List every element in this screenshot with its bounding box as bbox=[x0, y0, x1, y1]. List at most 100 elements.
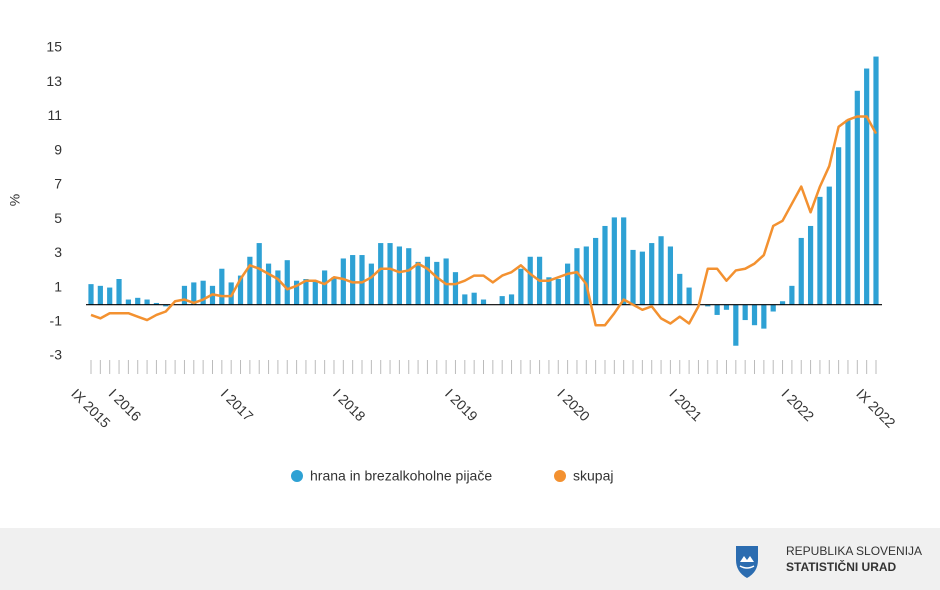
footer-line1: REPUBLIKA SLOVENIJA bbox=[786, 544, 922, 558]
bar bbox=[359, 255, 365, 305]
legend-marker bbox=[291, 470, 303, 482]
x-tick-label: I 2019 bbox=[442, 385, 481, 424]
bar bbox=[639, 251, 645, 305]
bar bbox=[396, 246, 402, 305]
bar bbox=[714, 304, 720, 315]
x-tick-label: I 2020 bbox=[554, 385, 593, 424]
bar bbox=[630, 249, 636, 305]
y-tick-label: 5 bbox=[54, 210, 62, 226]
bar bbox=[593, 237, 599, 305]
bar bbox=[798, 237, 804, 305]
legend-label: skupaj bbox=[573, 468, 613, 484]
bar bbox=[275, 270, 281, 305]
y-tick-label: 13 bbox=[46, 73, 62, 89]
bar bbox=[565, 263, 571, 305]
bar bbox=[303, 279, 309, 305]
bar bbox=[144, 299, 150, 305]
bar bbox=[471, 292, 477, 305]
bar bbox=[518, 268, 524, 305]
bar bbox=[480, 299, 487, 305]
bar bbox=[107, 287, 113, 305]
x-tick-label: IX 2022 bbox=[853, 385, 899, 431]
bar bbox=[462, 294, 468, 305]
bar bbox=[583, 246, 589, 305]
y-tick-label: 1 bbox=[54, 278, 62, 294]
line bbox=[90, 115, 878, 327]
bar bbox=[378, 243, 384, 305]
bar bbox=[686, 287, 692, 305]
bar bbox=[322, 270, 328, 305]
bar bbox=[555, 279, 561, 305]
bar bbox=[836, 147, 842, 305]
bar bbox=[247, 256, 253, 305]
bar bbox=[779, 301, 786, 305]
bar bbox=[368, 263, 374, 305]
x-tick-label: IX 2015 bbox=[68, 385, 114, 431]
legend-marker bbox=[554, 470, 566, 482]
bar bbox=[237, 275, 244, 305]
bar bbox=[284, 260, 290, 305]
bar bbox=[331, 277, 337, 305]
bar bbox=[200, 280, 206, 305]
bar bbox=[153, 302, 160, 305]
bar bbox=[705, 304, 711, 307]
bar bbox=[181, 285, 188, 305]
bar bbox=[873, 56, 879, 305]
bar bbox=[293, 280, 300, 305]
bar bbox=[163, 304, 169, 307]
bar bbox=[219, 268, 225, 305]
bar bbox=[667, 246, 674, 305]
y-axis-label: % bbox=[7, 194, 23, 206]
bar bbox=[116, 279, 122, 305]
bar bbox=[602, 225, 608, 305]
x-tick-label: I 2022 bbox=[778, 385, 817, 424]
bar bbox=[546, 277, 552, 305]
bar bbox=[350, 255, 356, 305]
bar bbox=[452, 272, 459, 305]
bar bbox=[723, 304, 730, 310]
bar bbox=[340, 258, 346, 305]
y-tick-label: 3 bbox=[54, 244, 62, 260]
bar bbox=[312, 280, 318, 305]
bar bbox=[97, 285, 103, 305]
y-tick-label: 11 bbox=[47, 107, 62, 123]
bar bbox=[125, 299, 131, 305]
footer-line2: STATISTIČNI URAD bbox=[786, 559, 897, 574]
bar bbox=[761, 304, 767, 329]
x-tick-label: I 2018 bbox=[330, 385, 369, 424]
bar bbox=[817, 196, 823, 305]
bar bbox=[677, 273, 683, 305]
bar bbox=[88, 284, 94, 305]
bar bbox=[611, 217, 617, 305]
legend-label: hrana in brezalkoholne pijače bbox=[310, 468, 492, 484]
bar bbox=[733, 304, 739, 346]
bar bbox=[256, 243, 262, 305]
bar bbox=[434, 261, 440, 305]
footer-band bbox=[0, 528, 940, 590]
y-tick-label: -3 bbox=[50, 347, 63, 363]
bar bbox=[415, 261, 421, 305]
bar bbox=[845, 119, 851, 305]
x-tick-label: I 2017 bbox=[218, 385, 257, 424]
bar bbox=[135, 297, 141, 305]
bar bbox=[406, 248, 412, 305]
bar bbox=[742, 304, 748, 321]
bar bbox=[499, 296, 505, 305]
y-tick-label: -1 bbox=[50, 312, 63, 328]
bar bbox=[424, 256, 431, 305]
bar bbox=[527, 256, 533, 305]
bar bbox=[658, 236, 664, 305]
bar bbox=[649, 243, 655, 305]
bar bbox=[443, 258, 449, 305]
y-tick-label: 7 bbox=[54, 176, 62, 192]
logo bbox=[736, 546, 758, 578]
bar bbox=[807, 225, 814, 305]
bar bbox=[789, 285, 795, 305]
bar bbox=[265, 263, 272, 305]
bar bbox=[826, 186, 832, 305]
bar bbox=[574, 248, 580, 305]
bar bbox=[854, 90, 860, 305]
bar bbox=[387, 243, 393, 305]
